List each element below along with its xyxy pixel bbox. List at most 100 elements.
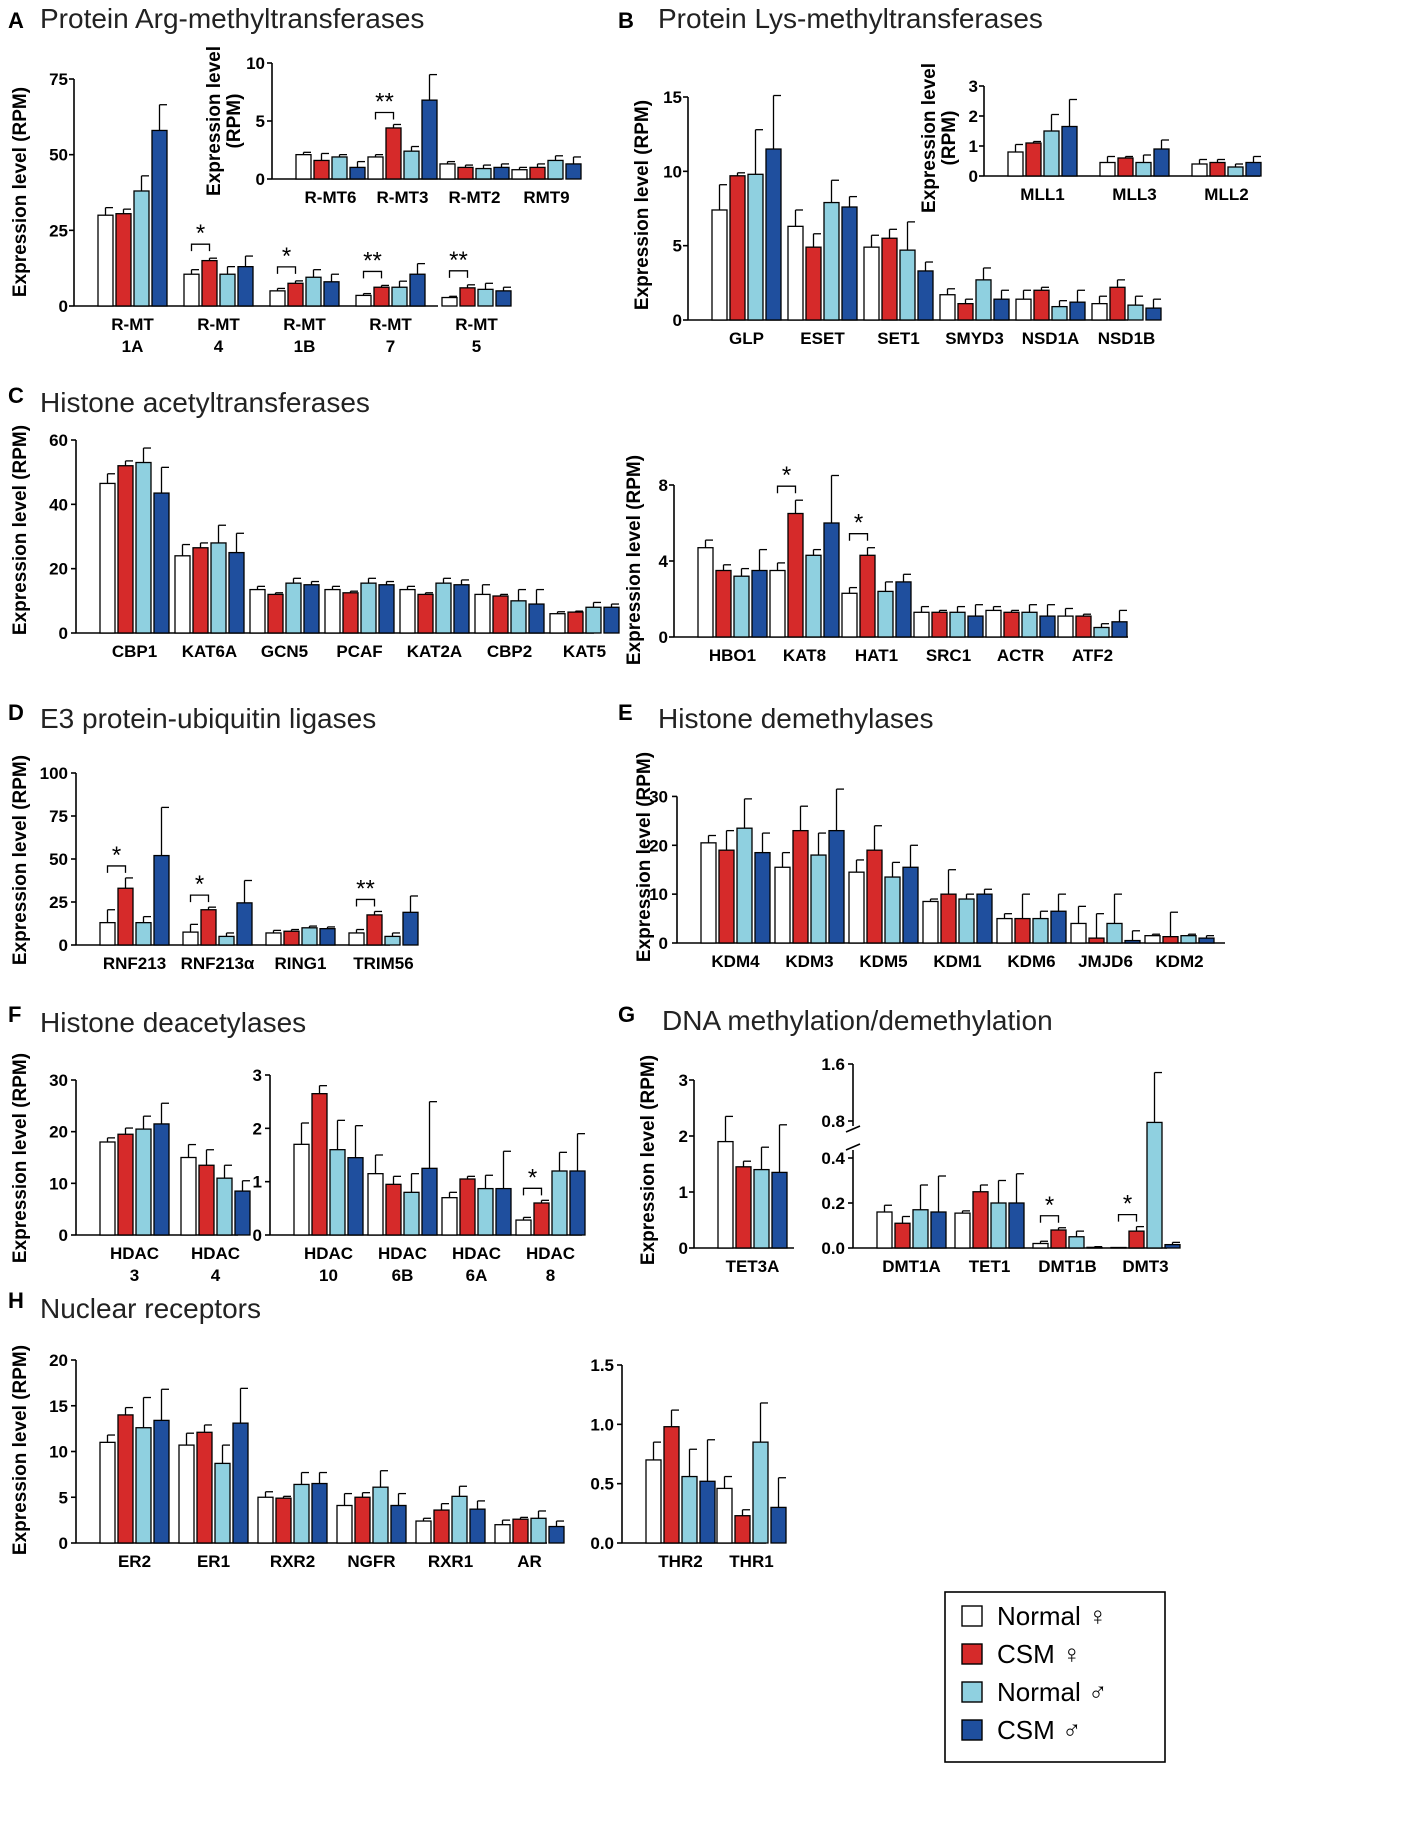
category-label-line: KDM3 <box>785 952 833 971</box>
category-label-line: RXR1 <box>428 1552 473 1571</box>
significance-bracket <box>448 270 469 278</box>
bar-H1-1-3 <box>232 1422 249 1544</box>
bar-B_inset-1-1 <box>1117 157 1134 177</box>
bar-B-2-1 <box>881 237 898 321</box>
category-label-line: 4 <box>211 1266 221 1285</box>
significance-bracket <box>776 485 797 494</box>
bar-C2-1-2 <box>805 554 822 638</box>
bar-H1-5-1 <box>512 1518 529 1544</box>
panel-title: E3 protein-ubiquitin ligases <box>40 703 376 734</box>
category-label: DMT1B <box>1038 1257 1097 1276</box>
panel-label-D: D <box>8 700 24 725</box>
bar-A_inset-1-0 <box>367 156 384 180</box>
bar-H1-4-0 <box>415 1520 432 1544</box>
category-label: NSD1B <box>1098 329 1156 348</box>
panel-title: Histone deacetylases <box>40 1007 306 1038</box>
bar-G2-1-2 <box>990 1202 1007 1249</box>
bar-H2-0-0 <box>645 1459 662 1544</box>
significance-marker: * <box>112 842 121 869</box>
bar-A_inset-2-2 <box>475 167 492 180</box>
category-label-line: TET1 <box>969 1257 1011 1276</box>
y-tick-label: 5 <box>59 1488 68 1507</box>
category-label-line: 1A <box>122 337 144 356</box>
bar-H1-2-2 <box>293 1483 310 1544</box>
y-tick-label: 0.4 <box>821 1149 845 1168</box>
bar-B-4-3 <box>1069 301 1086 321</box>
category-label-line: 6B <box>392 1266 414 1285</box>
category-label: SMYD3 <box>945 329 1004 348</box>
significance-bracket <box>1039 1215 1060 1223</box>
significance-bracket <box>276 266 297 274</box>
significance-marker: * <box>1123 1191 1132 1218</box>
bar-F1-0-3 <box>153 1123 170 1236</box>
category-label: TET1 <box>969 1257 1011 1276</box>
bar-D-1-2 <box>218 935 235 946</box>
y-axis-label-line: Expression level (RPM) <box>634 752 655 962</box>
y-axis-label-line: (RPM) <box>224 94 245 149</box>
bar-F2-1-3 <box>421 1167 438 1236</box>
y-axis-label: Expression level (RPM) <box>634 752 655 962</box>
bar-C1-2-1 <box>267 593 284 634</box>
bar-C1-0-2 <box>135 461 152 634</box>
bar-A-1-1 <box>201 259 218 307</box>
category-label-line: KAT8 <box>783 646 826 665</box>
bar-B-0-1 <box>729 175 746 321</box>
bar-F2-2-0 <box>441 1197 458 1236</box>
significance-marker: * <box>854 510 863 537</box>
panel-title: Histone demethylases <box>658 703 933 734</box>
bar-E-4-3 <box>1050 910 1067 944</box>
bar-F1-0-0 <box>99 1141 116 1236</box>
bar-H2-0-3 <box>699 1480 716 1544</box>
y-axis-label-line: Expression level (RPM) <box>10 1345 31 1555</box>
category-label-line: DMT1A <box>882 1257 941 1276</box>
significance-bracket <box>362 270 383 279</box>
category-label: RMT9 <box>523 188 569 207</box>
significance-marker: * <box>528 1164 537 1191</box>
bar-B_inset-2-0 <box>1191 163 1208 177</box>
y-tick-label: 50 <box>49 850 68 869</box>
category-label: R-MT2 <box>449 188 501 207</box>
y-axis-label-line: Expression level (RPM) <box>632 100 653 310</box>
bar-A-3-3 <box>409 273 426 307</box>
category-label-line: RING1 <box>275 954 327 973</box>
bar-C1-6-2 <box>585 606 602 634</box>
category-label: JMJD6 <box>1078 952 1133 971</box>
y-tick-label: 0 <box>59 297 68 316</box>
bar-A_inset-0-3 <box>349 166 366 180</box>
bar-A-2-3 <box>323 281 340 307</box>
category-label: MLL2 <box>1204 185 1248 204</box>
bar-E-5-1 <box>1088 937 1105 944</box>
bar-B_inset-0-2 <box>1043 130 1060 177</box>
bar-C1-4-1 <box>417 593 434 634</box>
chart-panel-B_inset: 0 1 2 3 Expression level(RPM) MLL1 MLL3 MLL2 <box>919 63 1262 213</box>
category-label: RING1 <box>275 954 327 973</box>
y-tick-label: 0 <box>59 624 68 643</box>
bar-C2-2-3 <box>895 581 912 638</box>
significance-marker: * <box>195 871 204 898</box>
y-axis-label: Expression level (RPM) <box>10 1345 31 1555</box>
bar-E-2-2 <box>884 876 901 944</box>
y-tick-label: 0 <box>969 167 978 186</box>
category-label-line: RMT9 <box>523 188 569 207</box>
bar-C2-2-0 <box>841 592 858 638</box>
category-label: HBO1 <box>709 646 756 665</box>
bar-D-0-0 <box>99 921 116 946</box>
category-label: HDAC 4 <box>191 1244 240 1285</box>
bar-B-5-1 <box>1109 286 1126 321</box>
category-label-line: HBO1 <box>709 646 756 665</box>
category-label: TET3A <box>726 1257 780 1276</box>
y-tick-label: 75 <box>49 807 68 826</box>
bar-A-3-2 <box>391 286 408 307</box>
significance-marker: * <box>282 243 291 270</box>
bar-B-5-2 <box>1127 304 1144 321</box>
panel-label-B: B <box>618 8 634 33</box>
y-tick-label: 0 <box>673 311 682 330</box>
y-tick-label: 100 <box>40 764 68 783</box>
category-label-line: KAT2A <box>407 642 462 661</box>
bar-C1-1-0 <box>174 555 191 634</box>
category-label: ATF2 <box>1072 646 1113 665</box>
category-label: ER1 <box>197 1552 230 1571</box>
category-label-line: THR1 <box>729 1552 773 1571</box>
bar-B-4-0 <box>1015 298 1032 321</box>
